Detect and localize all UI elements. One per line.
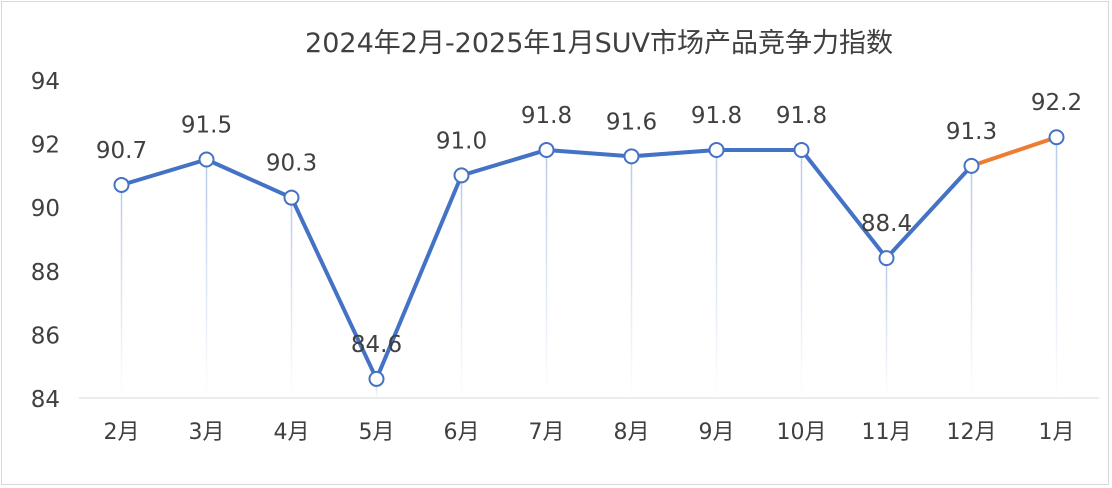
data-label: 91.8 — [521, 103, 572, 129]
data-label: 90.3 — [266, 151, 317, 177]
data-label: 92.2 — [1031, 90, 1082, 116]
chart-title: 2024年2月-2025年1月SUV市场产品竞争力指数 — [305, 28, 893, 59]
line-segment — [544, 147, 634, 159]
x-axis: 2月 3月 4月 5月 6月 7月 8月 9月 10月 11月 12月 1月 — [79, 397, 1099, 445]
x-tick-label: 11月 — [862, 420, 912, 445]
x-tick-label: 12月 — [947, 420, 997, 445]
data-label: 91.5 — [181, 113, 232, 139]
data-point — [538, 141, 555, 158]
x-tick-label: 8月 — [614, 420, 650, 445]
drop-line — [545, 149, 548, 398]
data-label: 90.7 — [96, 138, 147, 164]
data-point — [368, 370, 385, 387]
data-label: 91.3 — [946, 119, 997, 145]
data-labels: 90.7 91.5 90.3 84.6 91.0 91.8 91.6 91.8 91.8 88.4… — [96, 90, 1082, 358]
y-tick-label: 92 — [31, 133, 60, 159]
data-point — [623, 148, 640, 165]
x-tick-label: 6月 — [444, 420, 480, 445]
y-tick-label: 88 — [31, 260, 60, 286]
data-label: 91.6 — [606, 109, 657, 135]
data-point — [708, 141, 725, 158]
y-tick-label: 90 — [31, 196, 60, 222]
drop-line — [800, 149, 803, 398]
drop-line — [1055, 137, 1058, 399]
data-point — [963, 157, 980, 174]
x-tick-label: 3月 — [189, 420, 225, 445]
data-markers — [113, 129, 1065, 387]
x-tick-label: 7月 — [529, 420, 565, 445]
drop-line — [970, 165, 973, 398]
line-segment — [884, 163, 974, 261]
drop-line — [375, 378, 378, 398]
x-tick-label: 9月 — [699, 420, 735, 445]
y-tick-label: 84 — [31, 387, 60, 413]
data-point — [878, 250, 895, 267]
drop-line — [630, 156, 633, 398]
drop-line — [205, 159, 208, 398]
data-label: 84.6 — [351, 332, 402, 358]
data-point — [1048, 129, 1065, 146]
data-point — [198, 151, 215, 168]
drop-line — [290, 197, 293, 398]
line-segment — [204, 157, 294, 200]
y-tick-label: 94 — [31, 69, 60, 95]
line-segment — [374, 173, 464, 381]
x-tick-label: 4月 — [274, 420, 310, 445]
data-label: 91.0 — [436, 128, 487, 154]
drop-line — [885, 258, 888, 398]
data-point — [283, 189, 300, 206]
x-tick-label: 10月 — [777, 420, 827, 445]
data-point — [113, 176, 130, 193]
line-segment-highlight — [969, 135, 1059, 168]
drop-line — [120, 184, 123, 398]
data-label: 88.4 — [861, 211, 912, 237]
line-segment — [629, 147, 719, 159]
drop-line — [460, 175, 463, 398]
y-tick-label: 86 — [31, 323, 60, 349]
line-segment — [289, 195, 379, 381]
x-tick-label: 1月 — [1039, 420, 1075, 445]
x-tick-label: 2月 — [104, 420, 140, 445]
line-segment — [119, 157, 209, 187]
data-point — [453, 167, 470, 184]
line-segment — [459, 147, 549, 178]
drop-line — [715, 149, 718, 398]
data-label: 91.8 — [776, 103, 827, 129]
drop-lines — [120, 137, 1058, 399]
line-segment — [799, 147, 889, 261]
series-lines — [119, 135, 1059, 381]
data-point — [793, 141, 810, 158]
x-tick-label: 5月 — [359, 420, 395, 445]
y-axis: 84 86 88 90 92 94 — [31, 69, 60, 413]
data-label: 91.8 — [691, 103, 742, 129]
